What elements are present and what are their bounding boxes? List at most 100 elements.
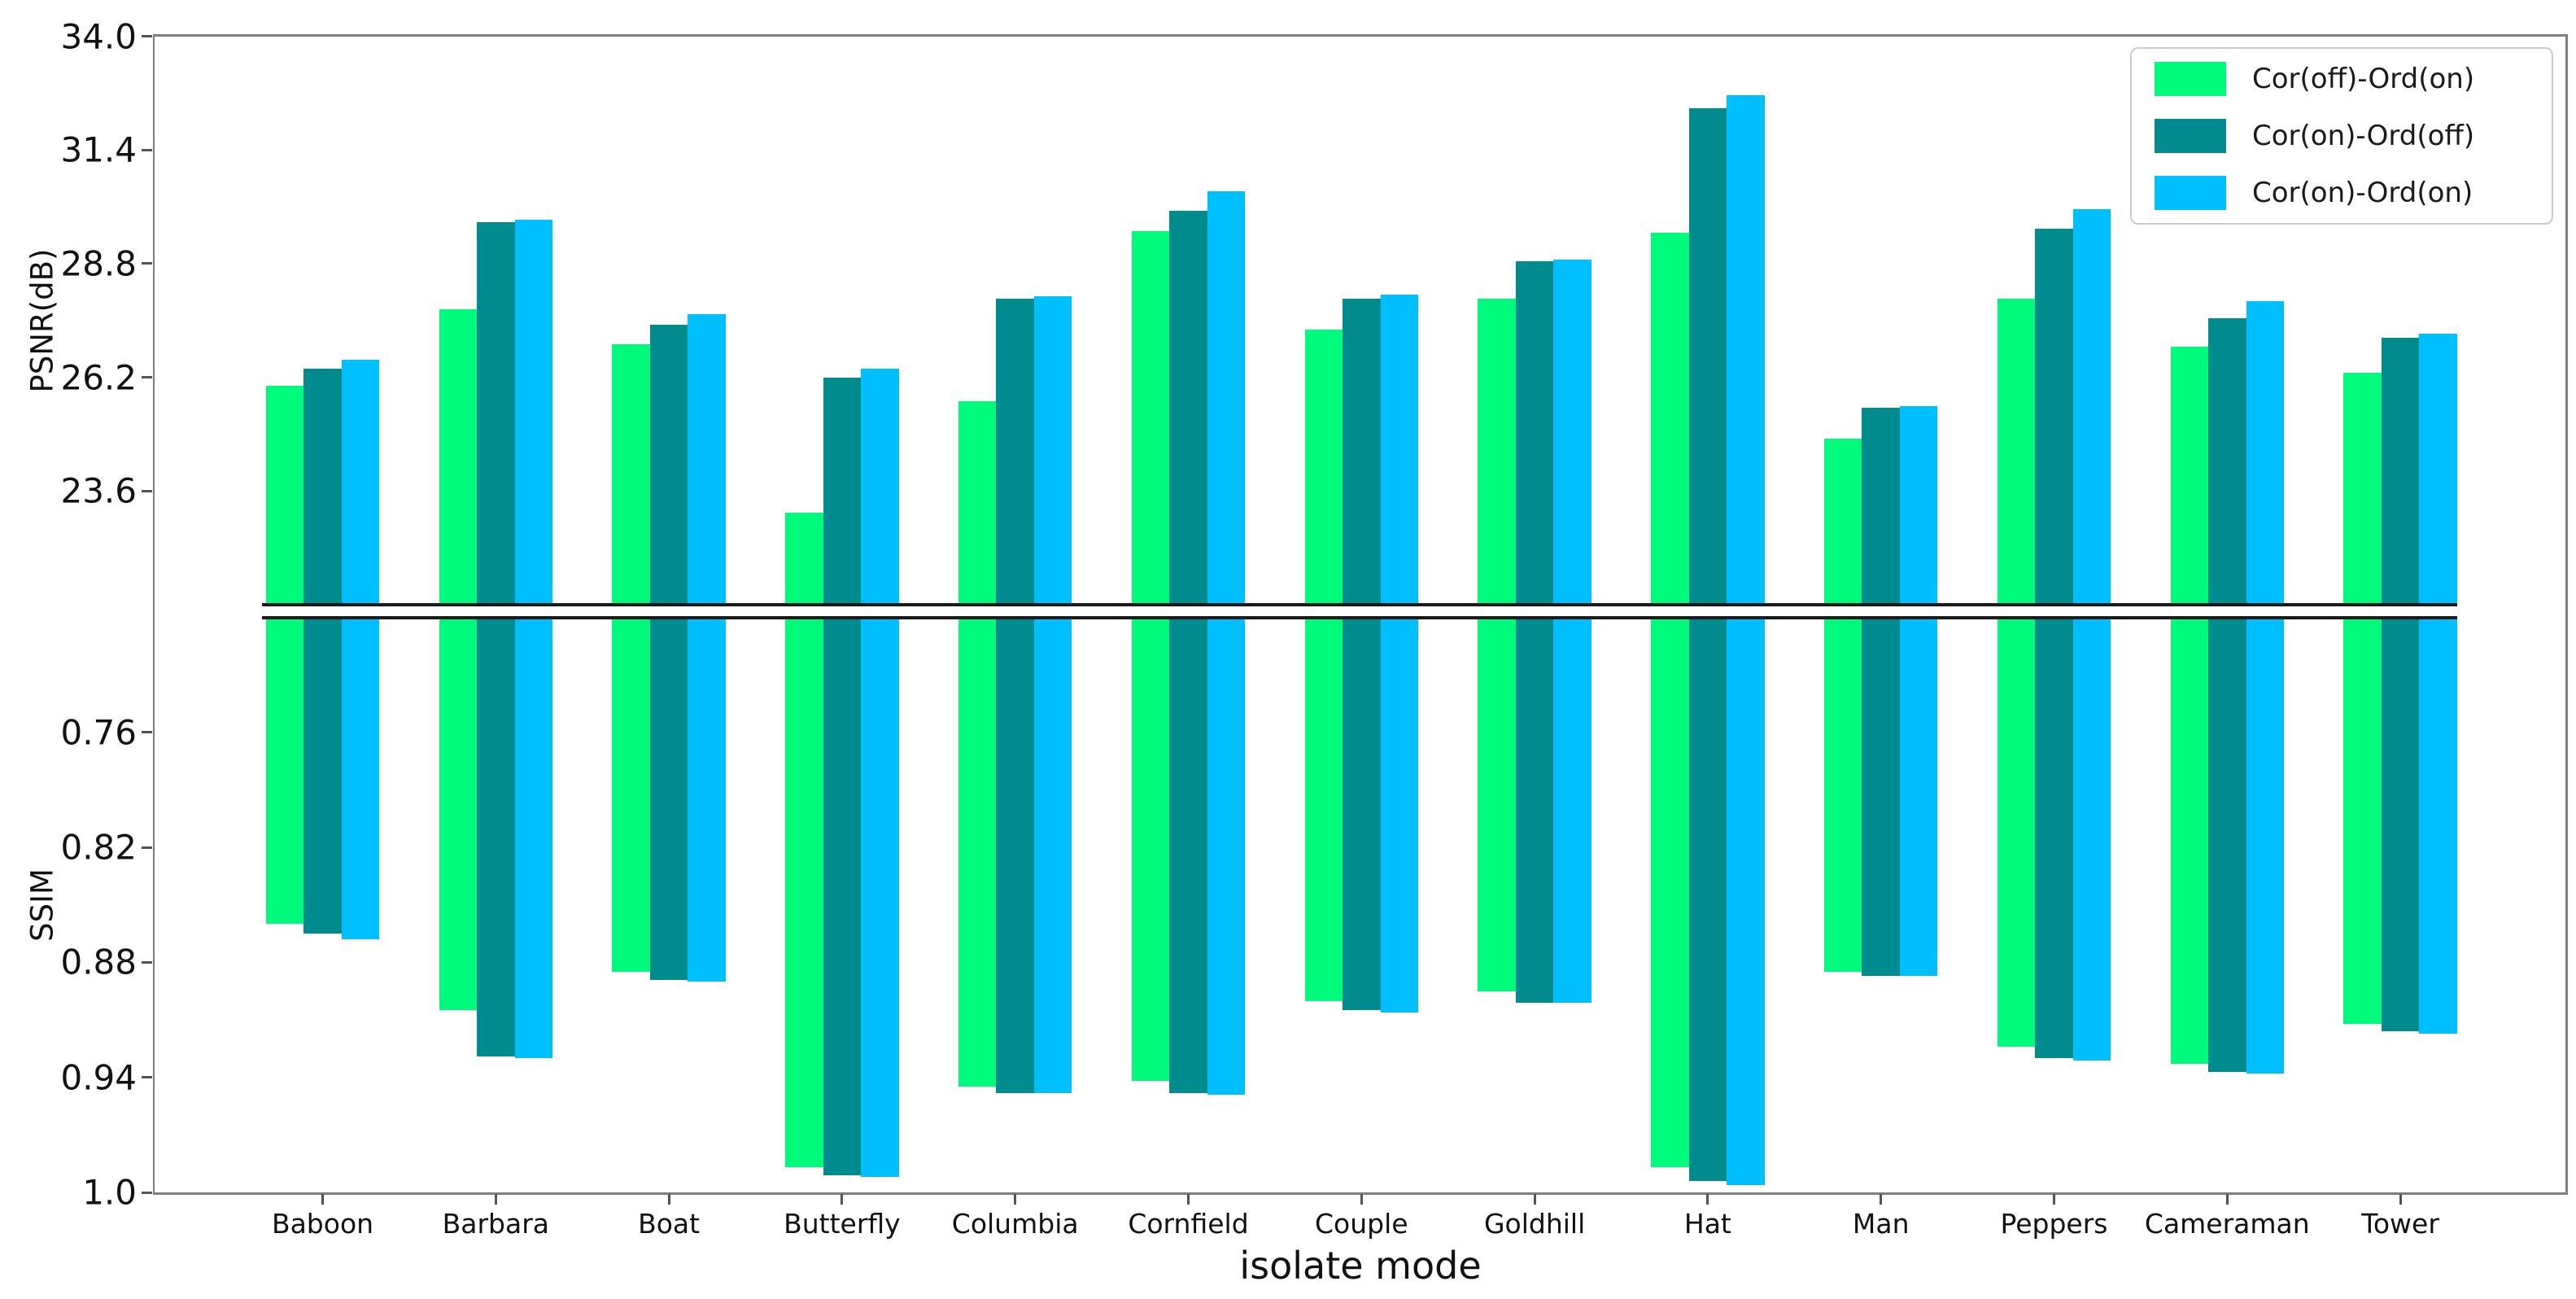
ssim-y-tick: [142, 731, 152, 734]
ssim-y-tick: [142, 960, 152, 964]
psnr-bar-hat-s2: [1688, 108, 1727, 605]
left-spine: [152, 34, 155, 1195]
x-tick-label-cornfield: Cornfield: [1128, 1208, 1249, 1240]
ssim-bar-butterfly-s2: [823, 617, 862, 1175]
ssim-bar-man-s1: [1823, 617, 1862, 973]
x-tick-goldhill: [1533, 1194, 1536, 1205]
psnr-bar-baboon-s3: [341, 360, 380, 605]
ssim-bar-baboon-s3: [341, 617, 380, 940]
x-tick-hat: [1706, 1194, 1709, 1205]
psnr-bar-hat-s3: [1727, 95, 1765, 605]
ssim-bar-couple-s2: [1343, 617, 1381, 1011]
ssim-y-tick-label: 0.88: [60, 942, 137, 982]
x-tick-cameraman: [2225, 1194, 2229, 1205]
psnr-bar-couple-s1: [1304, 329, 1343, 605]
ssim-bar-man-s3: [1899, 617, 1938, 976]
psnr-bar-baboon-s2: [303, 368, 342, 605]
ssim-y-tick-label: 0.76: [60, 712, 137, 753]
legend-swatch-icon: [2155, 176, 2226, 210]
ssim-bar-tower-s1: [2343, 617, 2382, 1024]
legend-row-2: Cor(on)-Ord(off): [2155, 118, 2552, 154]
psnr-y-tick: [142, 376, 152, 379]
psnr-bar-tower-s2: [2381, 338, 2420, 605]
x-tick-label-hat: Hat: [1683, 1208, 1731, 1240]
top-spine: [152, 34, 2568, 37]
psnr-bar-cornfield-s3: [1207, 191, 1246, 605]
ssim-bar-goldhill-s3: [1553, 617, 1591, 1003]
x-tick-label-boat: Boat: [638, 1208, 701, 1240]
psnr-bar-baboon-s1: [265, 386, 304, 605]
psnr-y-tick-label: 26.2: [60, 357, 137, 398]
x-axis-label: isolate mode: [1239, 1244, 1482, 1288]
x-tick-label-baboon: Baboon: [271, 1208, 374, 1240]
x-tick-columbia: [1014, 1194, 1017, 1205]
psnr-bar-butterfly-s1: [785, 513, 823, 605]
panel-divider-line-top: [262, 603, 2457, 606]
psnr-y-tick-label: 31.4: [60, 129, 137, 170]
ssim-bar-goldhill-s2: [1515, 617, 1554, 1003]
psnr-bar-boat-s1: [612, 344, 650, 605]
legend-row-3: Cor(on)-Ord(on): [2155, 175, 2552, 211]
psnr-bar-man-s3: [1899, 405, 1938, 605]
x-tick-label-barbara: Barbara: [442, 1208, 549, 1240]
psnr-bar-columbia-s1: [958, 401, 997, 605]
psnr-y-tick-label: 28.8: [60, 243, 137, 284]
psnr-bar-goldhill-s2: [1515, 261, 1554, 605]
psnr-bar-man-s1: [1823, 438, 1862, 605]
ssim-bar-columbia-s2: [996, 617, 1034, 1093]
ssim-bar-couple-s1: [1304, 617, 1343, 1001]
psnr-bar-columbia-s2: [996, 298, 1034, 605]
ssim-bar-baboon-s1: [265, 617, 304, 925]
ssim-bar-barbara-s3: [514, 617, 553, 1059]
panel-divider-line-bottom: [262, 616, 2457, 619]
psnr-bar-cornfield-s1: [1131, 230, 1170, 605]
psnr-bar-cornfield-s2: [1169, 211, 1207, 605]
x-tick-cornfield: [1187, 1194, 1190, 1205]
ssim-bar-boat-s3: [688, 617, 726, 982]
y-axis-label-ssim: SSIM: [24, 868, 60, 942]
ssim-bar-columbia-s1: [958, 617, 997, 1087]
ssim-bar-butterfly-s1: [785, 617, 823, 1168]
psnr-bar-cameraman-s2: [2208, 318, 2246, 605]
x-tick-label-peppers: Peppers: [2000, 1208, 2108, 1240]
ssim-bar-couple-s3: [1380, 617, 1419, 1013]
legend-label: Cor(off)-Ord(on): [2252, 63, 2475, 95]
ssim-bar-goldhill-s1: [1478, 617, 1516, 991]
psnr-bar-goldhill-s3: [1553, 259, 1591, 605]
psnr-y-tick: [142, 148, 152, 151]
psnr-y-tick: [142, 35, 152, 38]
ssim-bar-cameraman-s2: [2208, 617, 2246, 1072]
x-tick-label-couple: Couple: [1315, 1208, 1408, 1240]
x-tick-man: [1880, 1194, 1883, 1205]
legend: Cor(off)-Ord(on) Cor(on)-Ord(off) Cor(on)-…: [2130, 47, 2553, 225]
psnr-bar-barbara-s2: [477, 221, 515, 605]
ssim-bar-cornfield-s1: [1131, 617, 1170, 1082]
psnr-y-tick: [142, 262, 152, 265]
psnr-bar-peppers-s2: [2035, 228, 2073, 605]
ssim-bar-hat-s2: [1688, 617, 1727, 1181]
legend-swatch-icon: [2155, 62, 2226, 96]
x-tick-tower: [2399, 1194, 2402, 1205]
ssim-bar-butterfly-s3: [861, 617, 899, 1178]
ssim-bar-tower-s2: [2381, 617, 2420, 1032]
ssim-bar-barbara-s1: [439, 617, 478, 1011]
ssim-y-tick-label: 0.94: [60, 1057, 137, 1098]
x-tick-label-man: Man: [1852, 1208, 1910, 1240]
ssim-bar-man-s2: [1862, 617, 1900, 976]
legend-label: Cor(on)-Ord(off): [2252, 120, 2475, 152]
ssim-bar-tower-s3: [2419, 617, 2457, 1034]
ssim-y-tick: [142, 1076, 152, 1079]
x-tick-label-cameraman: Cameraman: [2144, 1208, 2310, 1240]
ssim-y-tick-label: 1.0: [82, 1172, 137, 1213]
ssim-bar-hat-s1: [1651, 617, 1689, 1168]
x-tick-barbara: [494, 1194, 497, 1205]
psnr-bar-boat-s2: [649, 325, 688, 605]
psnr-y-tick-label: 34.0: [60, 16, 137, 57]
psnr-bar-peppers-s1: [1997, 298, 2036, 605]
ssim-bar-columbia-s3: [1033, 617, 1072, 1093]
psnr-bar-man-s2: [1862, 408, 1900, 605]
ssim-bar-cameraman-s3: [2246, 617, 2285, 1074]
ssim-bar-peppers-s3: [2072, 617, 2111, 1061]
x-tick-peppers: [2053, 1194, 2055, 1205]
